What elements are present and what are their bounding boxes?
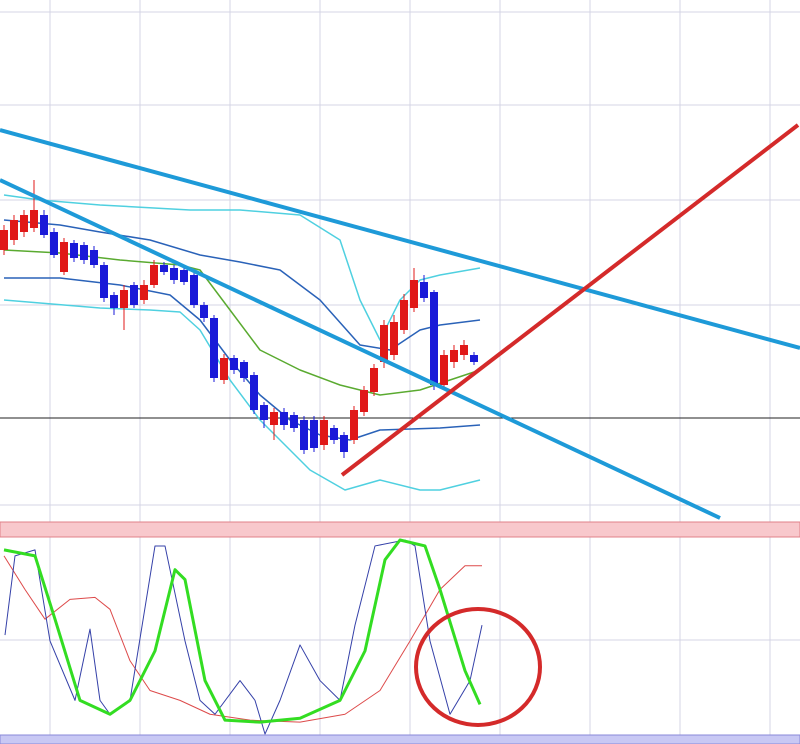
- candle-body: [250, 375, 258, 410]
- trend-line: [0, 178, 721, 520]
- candle-body: [380, 325, 388, 362]
- candle-body: [50, 232, 58, 255]
- candle-body: [300, 420, 308, 450]
- trend-line: [0, 128, 800, 350]
- candle-body: [120, 290, 128, 308]
- candle-body: [320, 420, 328, 445]
- candle-body: [190, 275, 198, 305]
- candle-body: [240, 362, 248, 378]
- indicator-line: [3, 538, 482, 724]
- candle-body: [30, 210, 38, 228]
- candle-body: [80, 245, 88, 260]
- candle-body: [110, 295, 118, 308]
- candle-body: [70, 243, 78, 258]
- candle-body: [420, 282, 428, 298]
- plot: [0, 180, 800, 735]
- candle-body: [260, 405, 268, 420]
- highlight-circle: [414, 607, 542, 727]
- candle-body: [150, 265, 158, 285]
- candle-body: [90, 250, 98, 265]
- candle-body: [230, 358, 238, 370]
- candle-body: [340, 435, 348, 452]
- candle-body: [60, 242, 68, 272]
- candle-body: [390, 322, 398, 355]
- trend-line: [340, 123, 800, 477]
- candle-body: [370, 368, 378, 392]
- candle-body: [170, 268, 178, 280]
- candle-body: [360, 390, 368, 412]
- candle-body: [290, 415, 298, 428]
- candle-body: [350, 410, 358, 440]
- candle-body: [270, 412, 278, 425]
- candle-body: [180, 270, 188, 282]
- candle-body: [410, 280, 418, 308]
- candle-body: [10, 220, 18, 240]
- candle-body: [0, 230, 8, 250]
- candle-body: [100, 265, 108, 298]
- candle-body: [130, 285, 138, 305]
- candle-body: [280, 412, 288, 425]
- indicator-line: [3, 249, 481, 396]
- candle-body: [140, 285, 148, 300]
- candle-body: [310, 420, 318, 448]
- candle-body: [40, 215, 48, 235]
- candle-body: [20, 215, 28, 232]
- candle-body: [210, 318, 218, 378]
- indicator-line: [3, 299, 481, 491]
- overbought-zone: [0, 521, 800, 538]
- candle-body: [160, 265, 168, 272]
- candle-body: [330, 428, 338, 440]
- indicator-line: [3, 555, 482, 723]
- indicator-line: [3, 219, 481, 351]
- candle-body: [440, 355, 448, 385]
- candle-body: [430, 292, 438, 385]
- indicator-line: [3, 194, 481, 341]
- indicator-line: [4, 277, 481, 441]
- candle-body: [470, 355, 478, 362]
- candle-body: [450, 350, 458, 362]
- oversold-zone: [0, 734, 800, 744]
- candle-body: [460, 345, 468, 355]
- candle-body: [220, 358, 228, 380]
- candle-body: [400, 300, 408, 330]
- candle-body: [200, 305, 208, 318]
